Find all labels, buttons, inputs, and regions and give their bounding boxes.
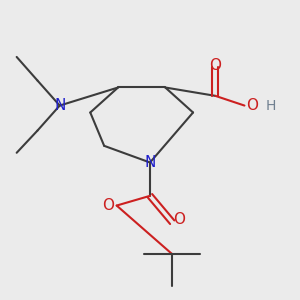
Text: O: O (102, 198, 114, 213)
Text: H: H (265, 99, 276, 112)
Text: O: O (209, 58, 221, 73)
Text: N: N (144, 155, 156, 170)
Text: O: O (246, 98, 258, 113)
Text: N: N (54, 98, 65, 113)
Text: O: O (174, 212, 186, 227)
